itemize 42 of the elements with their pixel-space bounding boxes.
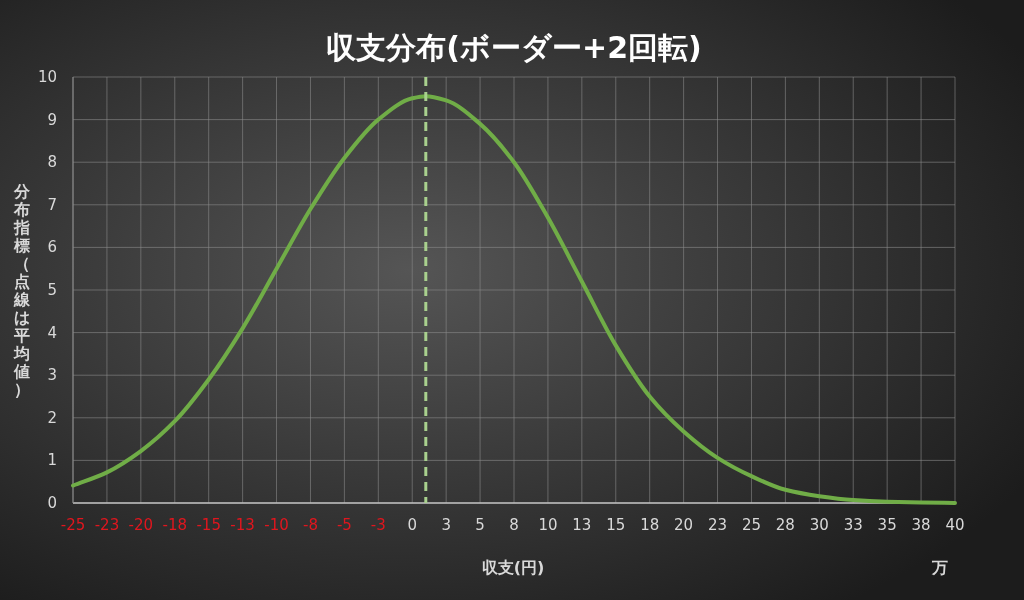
y-tick-label: 0 <box>47 494 57 512</box>
text: 分布指標（点線は平均値） <box>14 182 30 399</box>
x-tick-label: -5 <box>336 516 352 534</box>
y-tick-label: 3 <box>47 366 57 385</box>
y-tick-label: 4 <box>47 323 57 342</box>
x-tick-label: 0 <box>407 516 417 534</box>
x-tick-label: 5 <box>475 516 485 534</box>
y-tick-label: 2 <box>47 408 57 427</box>
x-tick-label: 20 <box>674 516 694 534</box>
x-tick-label: 23 <box>707 516 728 534</box>
x-tick-label: -3 <box>370 516 386 534</box>
x-tick-label: -8 <box>302 516 318 534</box>
y-tick-label: 7 <box>47 195 57 214</box>
chart-title: 収支分布(ボーダー+2回転) <box>326 30 702 65</box>
x-tick-label: -13 <box>230 516 255 534</box>
x-tick-label: -23 <box>94 516 120 534</box>
y-tick-label: 5 <box>47 281 57 299</box>
x-tick-label: 35 <box>877 516 897 534</box>
x-tick-label: 25 <box>741 516 762 534</box>
x-tick-label: -20 <box>128 516 154 534</box>
x-tick-label: 15 <box>606 516 626 534</box>
x-tick-label: 8 <box>509 516 519 534</box>
x-tick-label: 18 <box>640 516 660 534</box>
x-tick-label: -15 <box>196 516 221 534</box>
x-tick-label: 10 <box>538 516 558 534</box>
text: 万 <box>931 558 948 577</box>
y-tick-label: 6 <box>47 238 57 257</box>
y-tick-label: 1 <box>47 451 57 470</box>
x-tick-label: 38 <box>911 516 931 534</box>
x-tick-label: 33 <box>843 516 863 534</box>
x-tick-label: 40 <box>945 516 965 534</box>
x-tick-label: 30 <box>809 516 829 534</box>
x-axis-title: 収支(円) <box>481 558 545 577</box>
x-tick-label: 28 <box>775 516 795 534</box>
y-tick-label: 8 <box>47 153 57 172</box>
x-tick-label: -25 <box>60 516 86 534</box>
x-tick-label: -10 <box>264 516 289 534</box>
x-tick-label: 3 <box>441 516 451 534</box>
x-tick-label: 13 <box>572 516 592 534</box>
x-tick-label: -18 <box>162 516 188 534</box>
y-tick-label: 10 <box>37 68 57 86</box>
y-tick-label: 9 <box>47 110 57 129</box>
